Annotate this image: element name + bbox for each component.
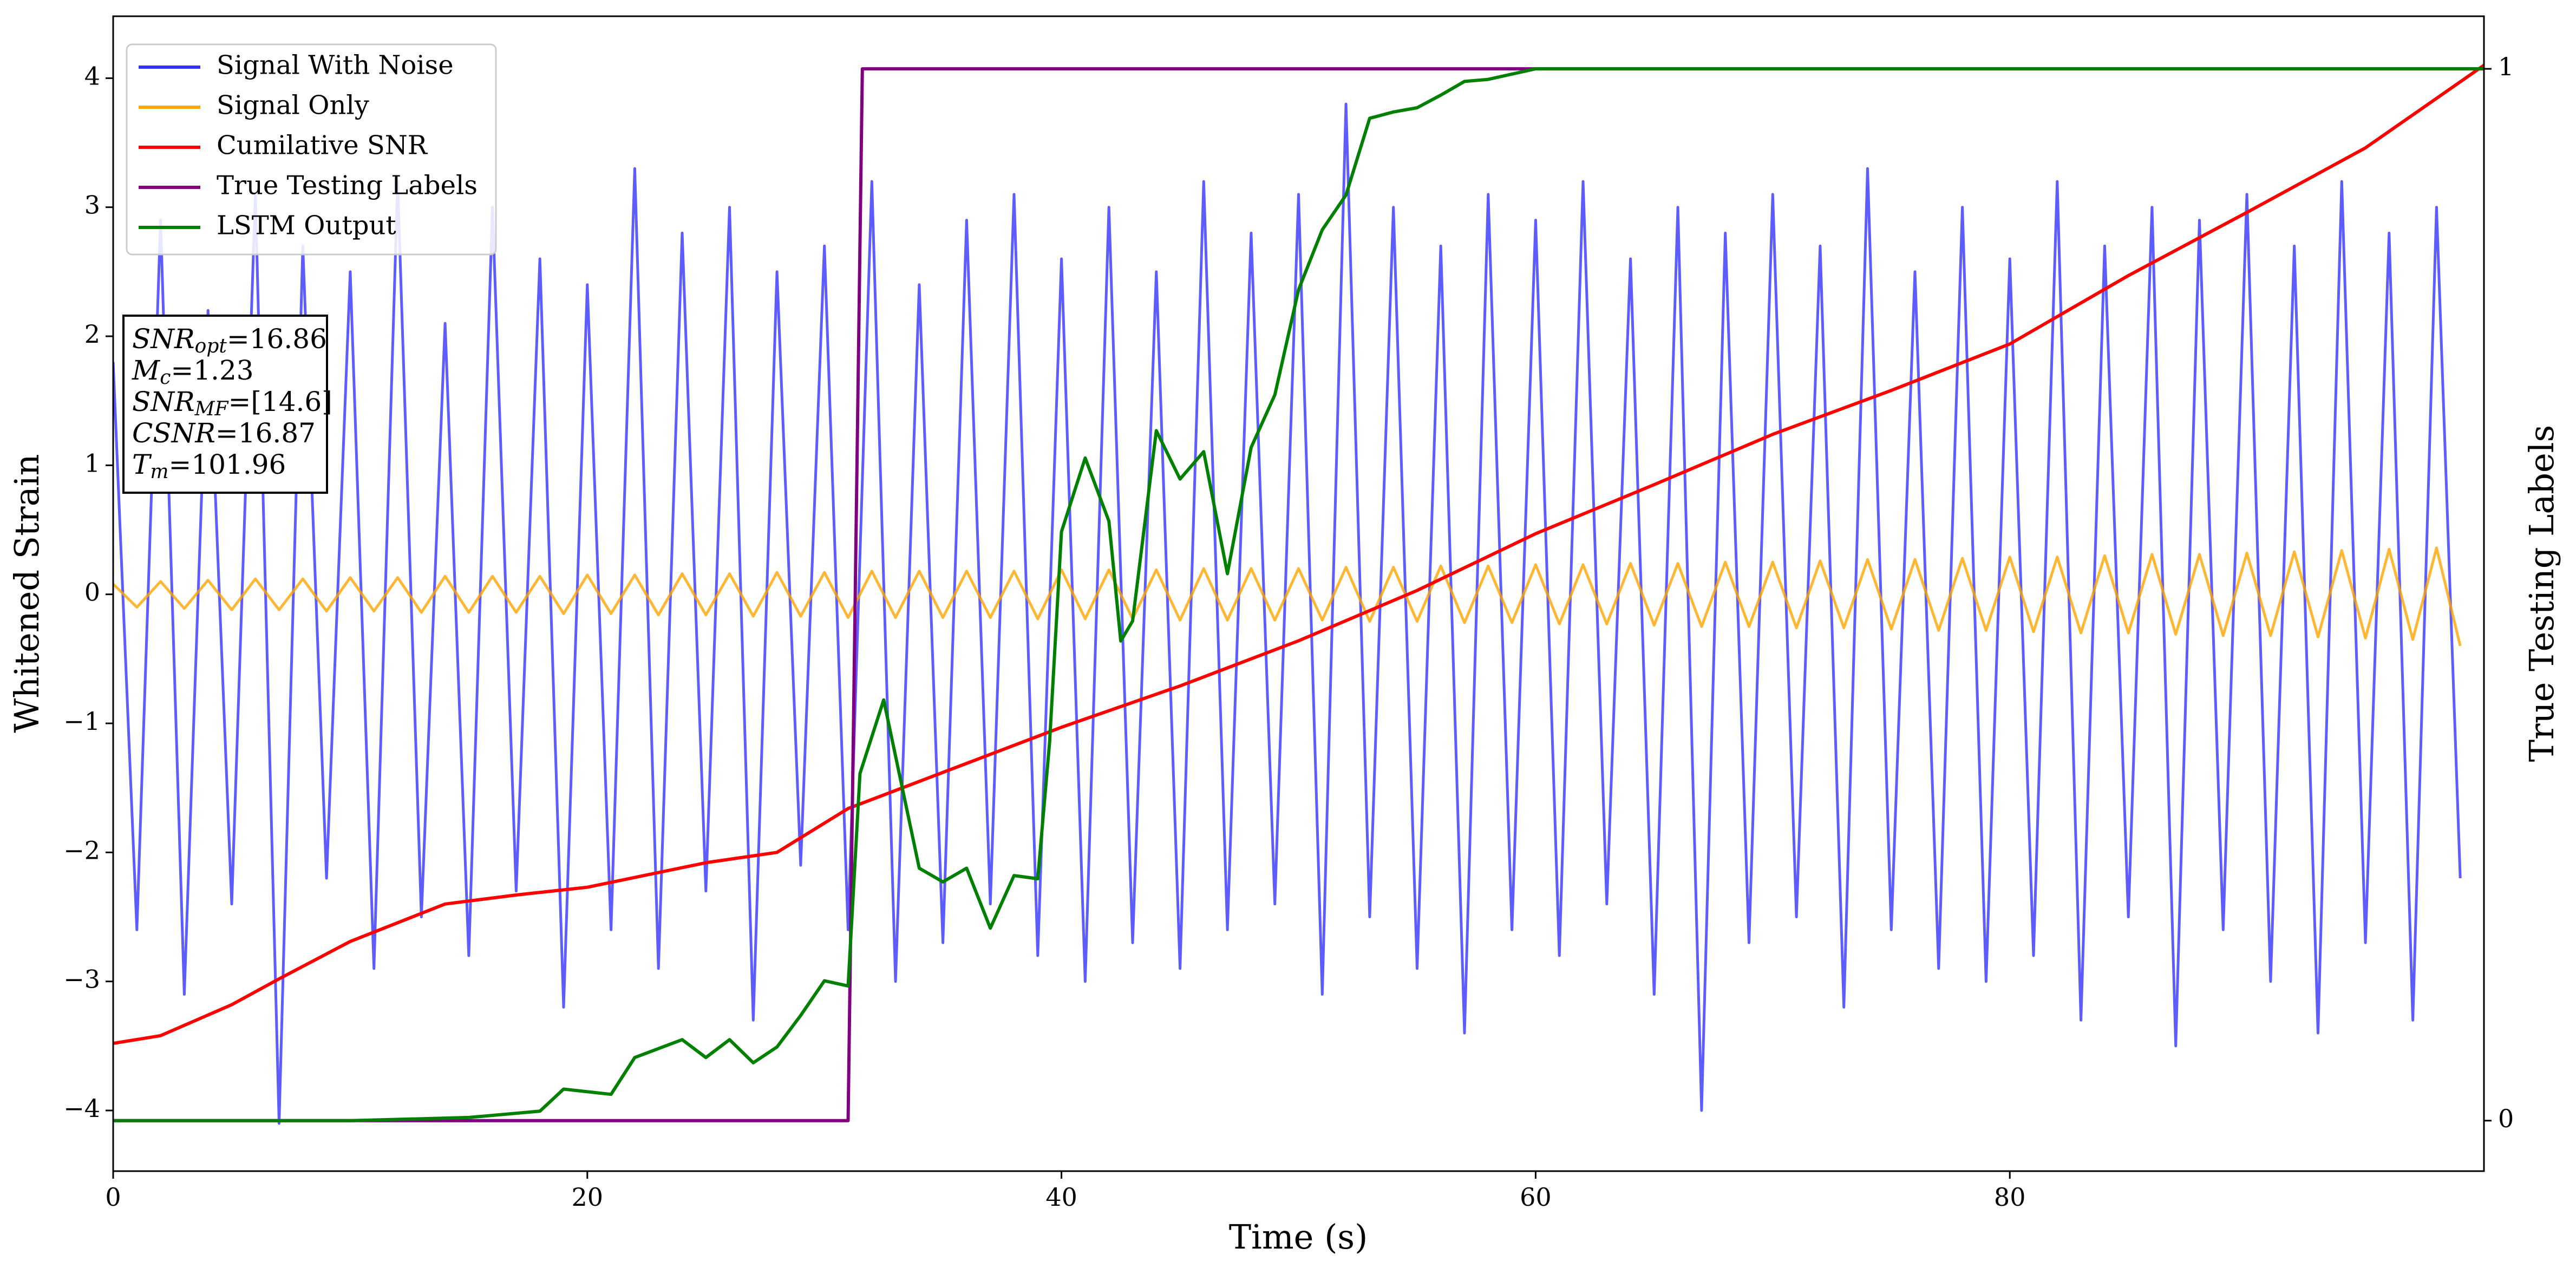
series-line — [113, 102, 2462, 1125]
y-tick-label: −3 — [63, 965, 100, 994]
annotation-value: =16.86 — [227, 323, 327, 355]
annotation-subscript: c — [160, 367, 171, 389]
y-tick-label: −1 — [63, 707, 100, 736]
x-tick-label: 20 — [572, 1182, 604, 1212]
y-tick-label: 1 — [84, 448, 100, 478]
series-line — [113, 67, 2484, 1122]
x-tick-label: 60 — [1520, 1182, 1552, 1212]
annotation-subscript: MF — [194, 398, 230, 420]
y-tick-label: 2 — [84, 319, 100, 349]
annotation-value: =1.23 — [171, 355, 253, 386]
series-line — [113, 64, 2484, 1046]
y-tick-label: −4 — [63, 1094, 100, 1123]
legend-box — [126, 43, 497, 256]
x-tick-label: 40 — [1045, 1182, 1077, 1212]
annotation: SNRopt=16.86Mc=1.23SNRMF=[14.6]CSNR=16.8… — [122, 315, 332, 494]
legend-label: Signal With Noise — [217, 50, 454, 81]
y-axis-label: Whitened Strain — [7, 454, 47, 733]
annotation-subscript: m — [150, 461, 168, 483]
plot-area — [113, 64, 2484, 1125]
y2-tick-label: 0 — [2498, 1104, 2514, 1133]
legend-label: True Testing Labels — [217, 171, 478, 201]
annotation-line: CSNR=16.87 — [132, 417, 316, 449]
annotation-symbol: SNR — [132, 323, 195, 355]
annotation-symbol: SNR — [132, 386, 195, 417]
series-line — [113, 546, 2462, 646]
y-tick-label: 3 — [84, 191, 100, 220]
annotation-symbol: T — [132, 449, 152, 480]
annotation-value: =[14.6] — [228, 386, 332, 417]
annotation-symbol: M — [132, 355, 161, 386]
y2-axis-label: True Testing Labels — [2522, 425, 2561, 762]
annotation-line: Tm=101.96 — [132, 449, 286, 483]
y-tick-label: 0 — [84, 578, 100, 607]
annotation-line: SNRopt=16.86 — [132, 323, 327, 357]
y-tick-label: −2 — [63, 835, 100, 865]
annotation-subscript: opt — [195, 335, 227, 357]
x-tick-label: 80 — [1994, 1182, 2026, 1212]
legend-label: Signal Only — [217, 90, 369, 121]
legend-label: Cumilative SNR — [217, 130, 428, 161]
annotation-line: Mc=1.23 — [132, 355, 254, 389]
annotation-value: =16.87 — [215, 417, 316, 449]
annotation-box — [122, 315, 328, 494]
y-tick-label: 4 — [84, 61, 100, 90]
annotation-line: SNRMF=[14.6] — [132, 386, 332, 420]
annotation-value: =101.96 — [169, 449, 286, 480]
y2-tick-label: 1 — [2498, 52, 2514, 81]
x-axis-label: Time (s) — [1229, 1217, 1368, 1257]
x-tick-label: 0 — [105, 1182, 121, 1212]
annotation-symbol: CSNR — [132, 417, 215, 449]
legend-label: LSTM Output — [217, 211, 396, 241]
legend: Signal With Noise Signal Only Cumilative S… — [126, 43, 497, 256]
